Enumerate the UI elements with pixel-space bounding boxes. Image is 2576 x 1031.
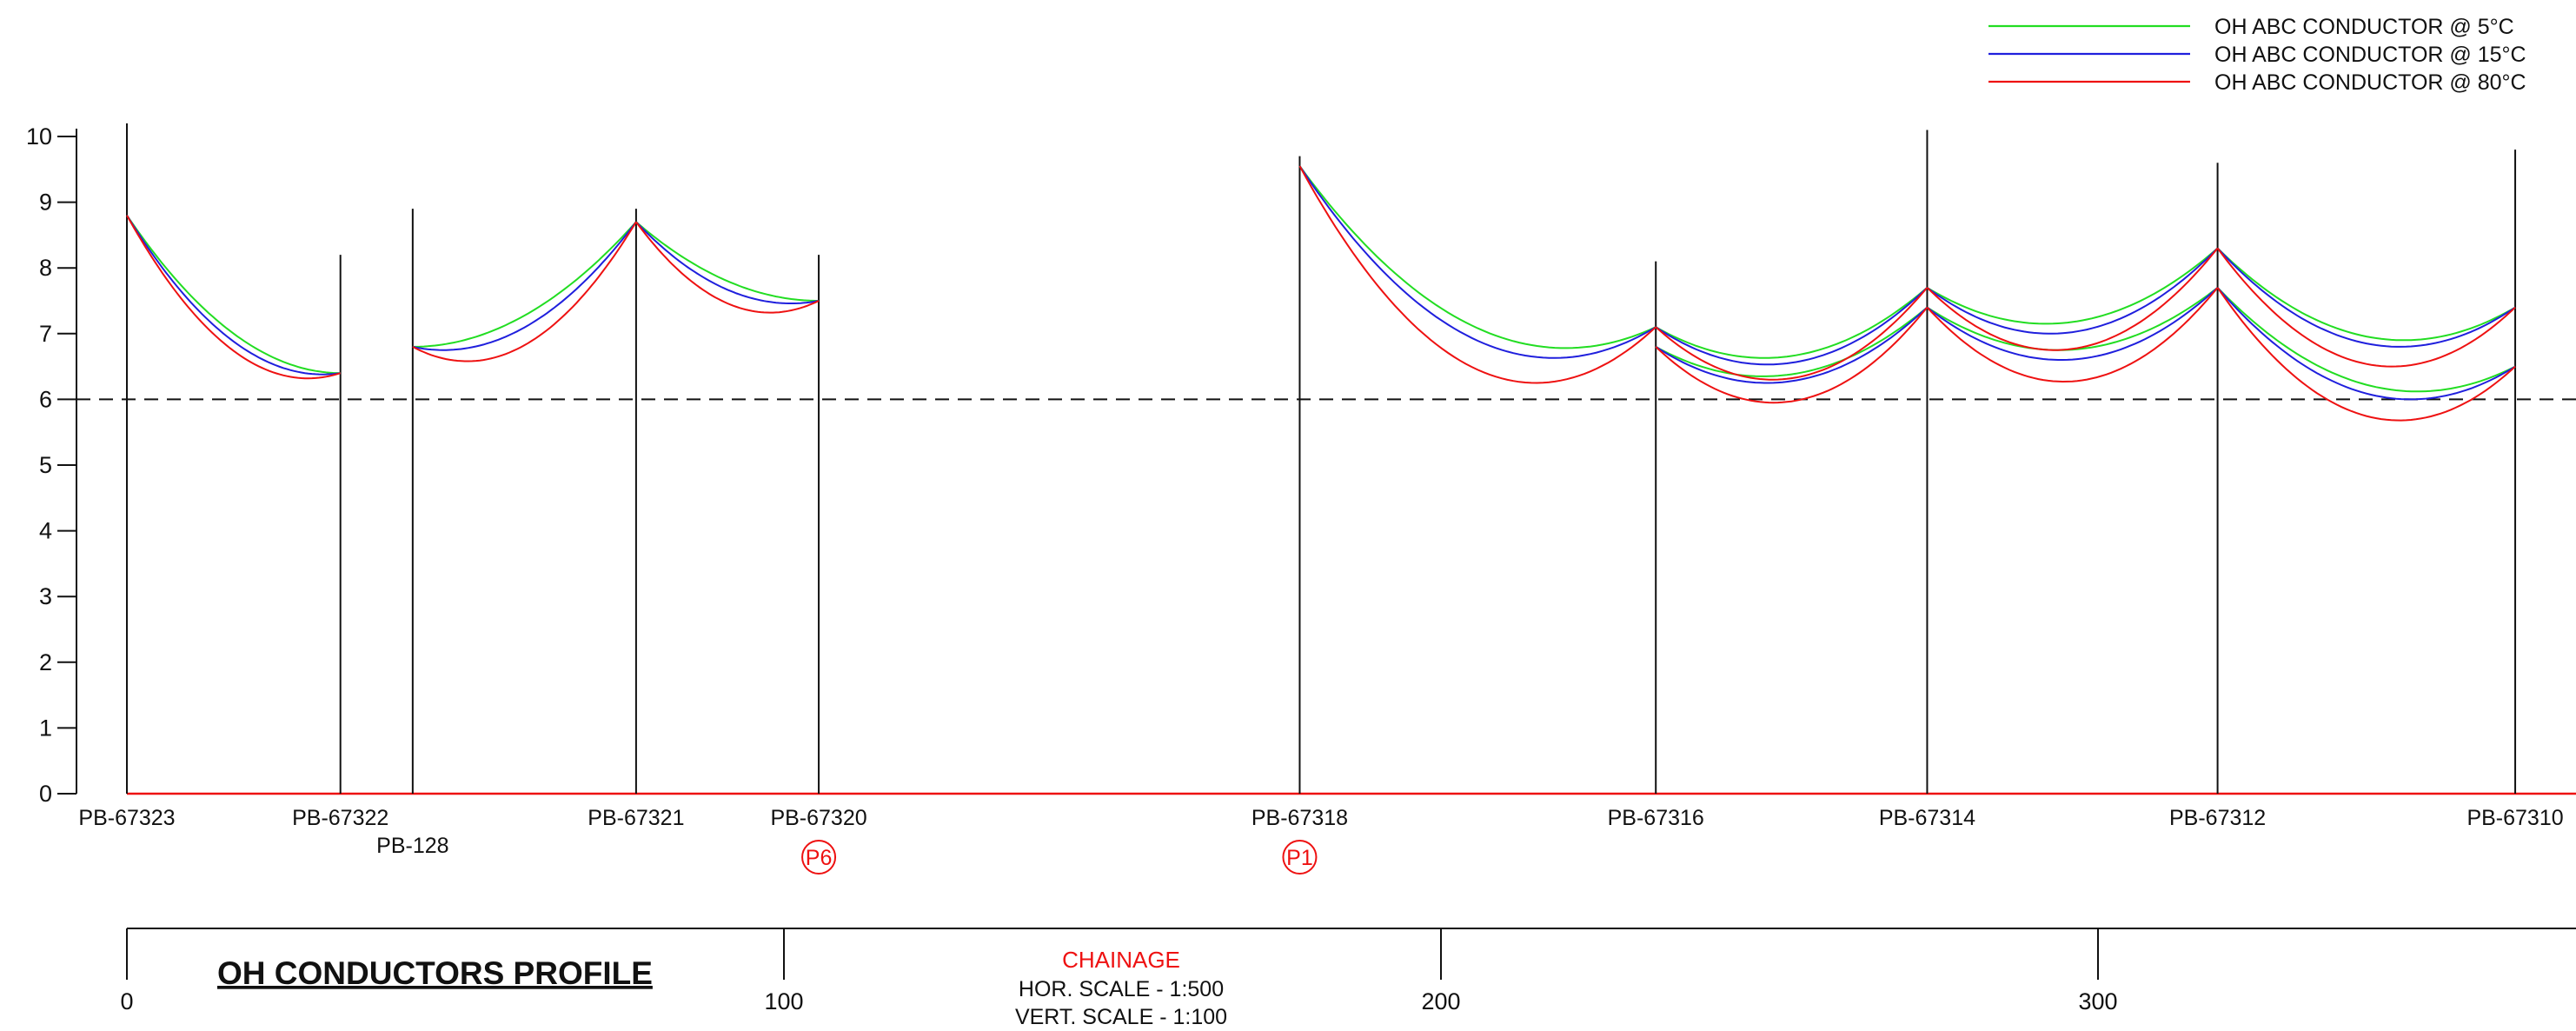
conductor-span-t5 bbox=[126, 215, 341, 375]
chainage-label: CHAINAGE bbox=[1062, 947, 1180, 973]
conductor-span-t15 bbox=[2216, 247, 2516, 348]
conductor-span-t80 bbox=[635, 221, 820, 314]
y-tick-label: 9 bbox=[39, 190, 52, 216]
marker-label: P6 bbox=[806, 846, 833, 870]
conductor-curves bbox=[126, 165, 2516, 422]
y-tick-label: 5 bbox=[39, 452, 52, 478]
pole-markers: P6 P1 bbox=[801, 840, 1318, 875]
y-tick-label: 6 bbox=[39, 386, 52, 412]
poles-group bbox=[126, 123, 2517, 794]
y-tick-label: 8 bbox=[39, 255, 52, 281]
y-tick-label: 10 bbox=[26, 123, 52, 150]
conductor-span-t15 bbox=[635, 221, 820, 304]
conductor-span-t80 bbox=[1926, 287, 2219, 383]
pole-label: PB-67318 bbox=[1251, 806, 1348, 830]
conductor-span-t5 bbox=[412, 221, 637, 348]
conductor-span-t5 bbox=[1926, 287, 2219, 351]
marker-circle bbox=[1282, 840, 1318, 875]
conductor-span-t15 bbox=[412, 221, 637, 351]
pole-label: PB-67314 bbox=[1879, 806, 1975, 830]
conductor-span-t80 bbox=[1298, 165, 1656, 384]
page-title: OH CONDUCTORS PROFILE bbox=[217, 955, 653, 991]
conductor-span-t15 bbox=[1655, 287, 1929, 366]
chainage-tick-label: 200 bbox=[1421, 988, 1460, 1014]
conductor-span-t15 bbox=[1298, 165, 1656, 359]
conductor-span-t15 bbox=[1655, 306, 1929, 384]
chainage-tick-label: 0 bbox=[120, 988, 133, 1014]
conductor-span-t5 bbox=[1655, 306, 1929, 377]
y-tick-label: 3 bbox=[39, 583, 52, 609]
y-tick-label: 0 bbox=[39, 781, 52, 807]
conductor-span-t80 bbox=[2216, 287, 2516, 422]
conductor-span-t5 bbox=[1926, 247, 2219, 325]
horizontal-scale-note: HOR. SCALE - 1:500 bbox=[1019, 977, 1224, 1001]
pole-label: PB-67321 bbox=[588, 806, 684, 830]
pole-label: PB-67316 bbox=[1608, 806, 1704, 830]
y-tick-label: 1 bbox=[39, 715, 52, 741]
pole-label: PB-128 bbox=[376, 834, 448, 858]
legend: OH ABC CONDUCTOR @ 5°C OH ABC CONDUCTOR … bbox=[1988, 15, 2526, 95]
pole-label: PB-67323 bbox=[78, 806, 175, 830]
chainage-tick-label: 300 bbox=[2078, 988, 2117, 1014]
conductor-span-t5 bbox=[2216, 287, 2516, 393]
conductor-span-t5 bbox=[1298, 165, 1656, 349]
pole-label: PB-67310 bbox=[2466, 806, 2563, 830]
conductor-span-t15 bbox=[1926, 287, 2219, 361]
conductor-span-t5 bbox=[2216, 247, 2516, 342]
chainage-tick-label: 100 bbox=[764, 988, 803, 1014]
conductor-span-t80 bbox=[2216, 247, 2516, 368]
conductor-span-t5 bbox=[635, 221, 820, 302]
elevation-axis: 0 1 2 3 4 5 6 7 8 9 10 bbox=[26, 123, 77, 807]
legend-label-80c: OH ABC CONDUCTOR @ 80°C bbox=[2214, 70, 2526, 95]
y-tick-label: 4 bbox=[39, 518, 52, 544]
y-tick-label: 2 bbox=[39, 649, 52, 675]
conductor-span-t80 bbox=[1655, 306, 1929, 404]
conductor-span-t80 bbox=[126, 215, 341, 380]
vertical-scale-note: VERT. SCALE - 1:100 bbox=[1015, 1005, 1227, 1029]
pole-label: PB-67322 bbox=[292, 806, 388, 830]
legend-label-5c: OH ABC CONDUCTOR @ 5°C bbox=[2214, 15, 2514, 39]
marker-circle bbox=[801, 840, 837, 875]
pole-label: PB-67312 bbox=[2169, 806, 2266, 830]
conductor-span-t80 bbox=[412, 221, 637, 363]
pole-labels: PB-67323 PB-67322 PB-128 PB-67321 PB-67320 PB… bbox=[78, 806, 2563, 858]
y-tick-label: 7 bbox=[39, 321, 52, 347]
conductor-span-t15 bbox=[2216, 287, 2516, 401]
conductor-span-t80 bbox=[1926, 247, 2219, 351]
conductor-span-t15 bbox=[1926, 247, 2219, 335]
conductor-span-t5 bbox=[1655, 287, 1929, 359]
pole-label: PB-67320 bbox=[770, 806, 866, 830]
chainage-axis: 0 100 200 300 bbox=[120, 928, 2576, 1014]
conductor-span-t80 bbox=[1655, 287, 1929, 381]
marker-label: P1 bbox=[1286, 846, 1313, 870]
conductor-span-t15 bbox=[126, 215, 341, 376]
legend-label-15c: OH ABC CONDUCTOR @ 15°C bbox=[2214, 43, 2526, 67]
